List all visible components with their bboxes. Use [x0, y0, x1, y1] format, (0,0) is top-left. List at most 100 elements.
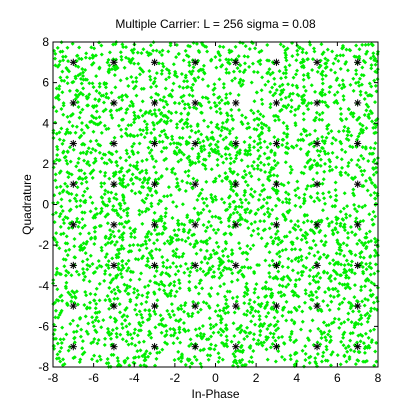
received-point [76, 156, 81, 161]
constellation-point [272, 343, 281, 351]
received-point [95, 341, 100, 346]
received-point [301, 117, 306, 122]
received-point [270, 341, 275, 346]
received-point [369, 111, 374, 116]
received-point [179, 95, 184, 100]
received-point [161, 105, 166, 110]
received-point [107, 285, 112, 290]
received-point [206, 219, 211, 224]
received-point [339, 118, 344, 123]
received-point [322, 243, 327, 248]
received-point [119, 221, 124, 226]
received-point [288, 109, 293, 114]
received-point [319, 359, 324, 364]
received-point [352, 207, 357, 212]
received-point [57, 170, 62, 175]
received-point [366, 159, 371, 164]
received-point [187, 344, 192, 349]
received-point [87, 305, 92, 310]
received-point [170, 170, 175, 175]
received-point [199, 132, 204, 137]
received-point [237, 204, 242, 209]
received-point [97, 81, 102, 86]
received-point [74, 193, 79, 198]
received-point [90, 315, 95, 320]
received-point [166, 272, 171, 277]
received-point [293, 284, 298, 289]
received-point [312, 139, 317, 144]
received-point [137, 177, 142, 182]
received-point [231, 321, 236, 326]
received-point [181, 85, 186, 90]
constellation-point [191, 139, 199, 148]
received-point [331, 258, 336, 263]
received-point [215, 145, 220, 150]
received-point [112, 287, 117, 292]
received-point [199, 110, 204, 115]
received-point [72, 244, 77, 249]
received-point [154, 170, 159, 175]
received-point [328, 279, 333, 284]
received-point [114, 253, 119, 258]
received-point [82, 303, 87, 308]
constellation-point [69, 302, 77, 310]
received-point [152, 127, 157, 132]
received-point [259, 236, 264, 241]
received-point [261, 204, 266, 209]
received-point [80, 346, 85, 351]
received-point [112, 234, 117, 239]
received-point [342, 353, 347, 358]
received-point [114, 64, 119, 69]
received-point [159, 71, 164, 76]
received-point [335, 272, 340, 277]
received-point [86, 231, 91, 236]
received-point [359, 153, 364, 158]
received-point [128, 332, 133, 337]
received-point [287, 63, 292, 68]
received-point [350, 303, 355, 308]
received-point [221, 308, 226, 313]
received-point [200, 77, 205, 82]
received-point [229, 248, 234, 253]
received-point [60, 325, 65, 330]
received-point [91, 324, 96, 329]
received-point [290, 268, 295, 273]
received-point [172, 312, 177, 317]
received-point [320, 117, 325, 122]
received-point [140, 180, 145, 185]
received-point [124, 148, 129, 153]
received-point [256, 177, 261, 182]
received-point [112, 73, 117, 78]
received-point [232, 310, 237, 315]
received-point [295, 219, 300, 224]
received-point [266, 323, 271, 328]
received-point [142, 285, 147, 290]
received-point [342, 330, 347, 335]
received-point [109, 336, 114, 341]
received-point [127, 322, 132, 327]
received-point [154, 247, 159, 252]
received-point [199, 210, 204, 215]
received-point [173, 331, 178, 336]
received-point [209, 342, 214, 347]
received-point [352, 271, 357, 276]
received-point [278, 42, 283, 47]
received-point [243, 330, 248, 335]
received-point [366, 278, 371, 283]
received-point [331, 135, 336, 140]
received-point [93, 97, 98, 102]
received-point [253, 287, 258, 292]
received-point [191, 176, 196, 181]
received-point [80, 339, 85, 344]
received-point [369, 280, 374, 285]
received-point [334, 193, 339, 198]
received-point [219, 154, 224, 159]
received-point [224, 57, 229, 62]
received-point [125, 211, 130, 216]
received-point [115, 356, 120, 361]
received-point [60, 90, 65, 95]
received-point [78, 198, 83, 203]
received-point [209, 286, 214, 291]
received-point [196, 212, 201, 217]
received-point [188, 162, 193, 167]
